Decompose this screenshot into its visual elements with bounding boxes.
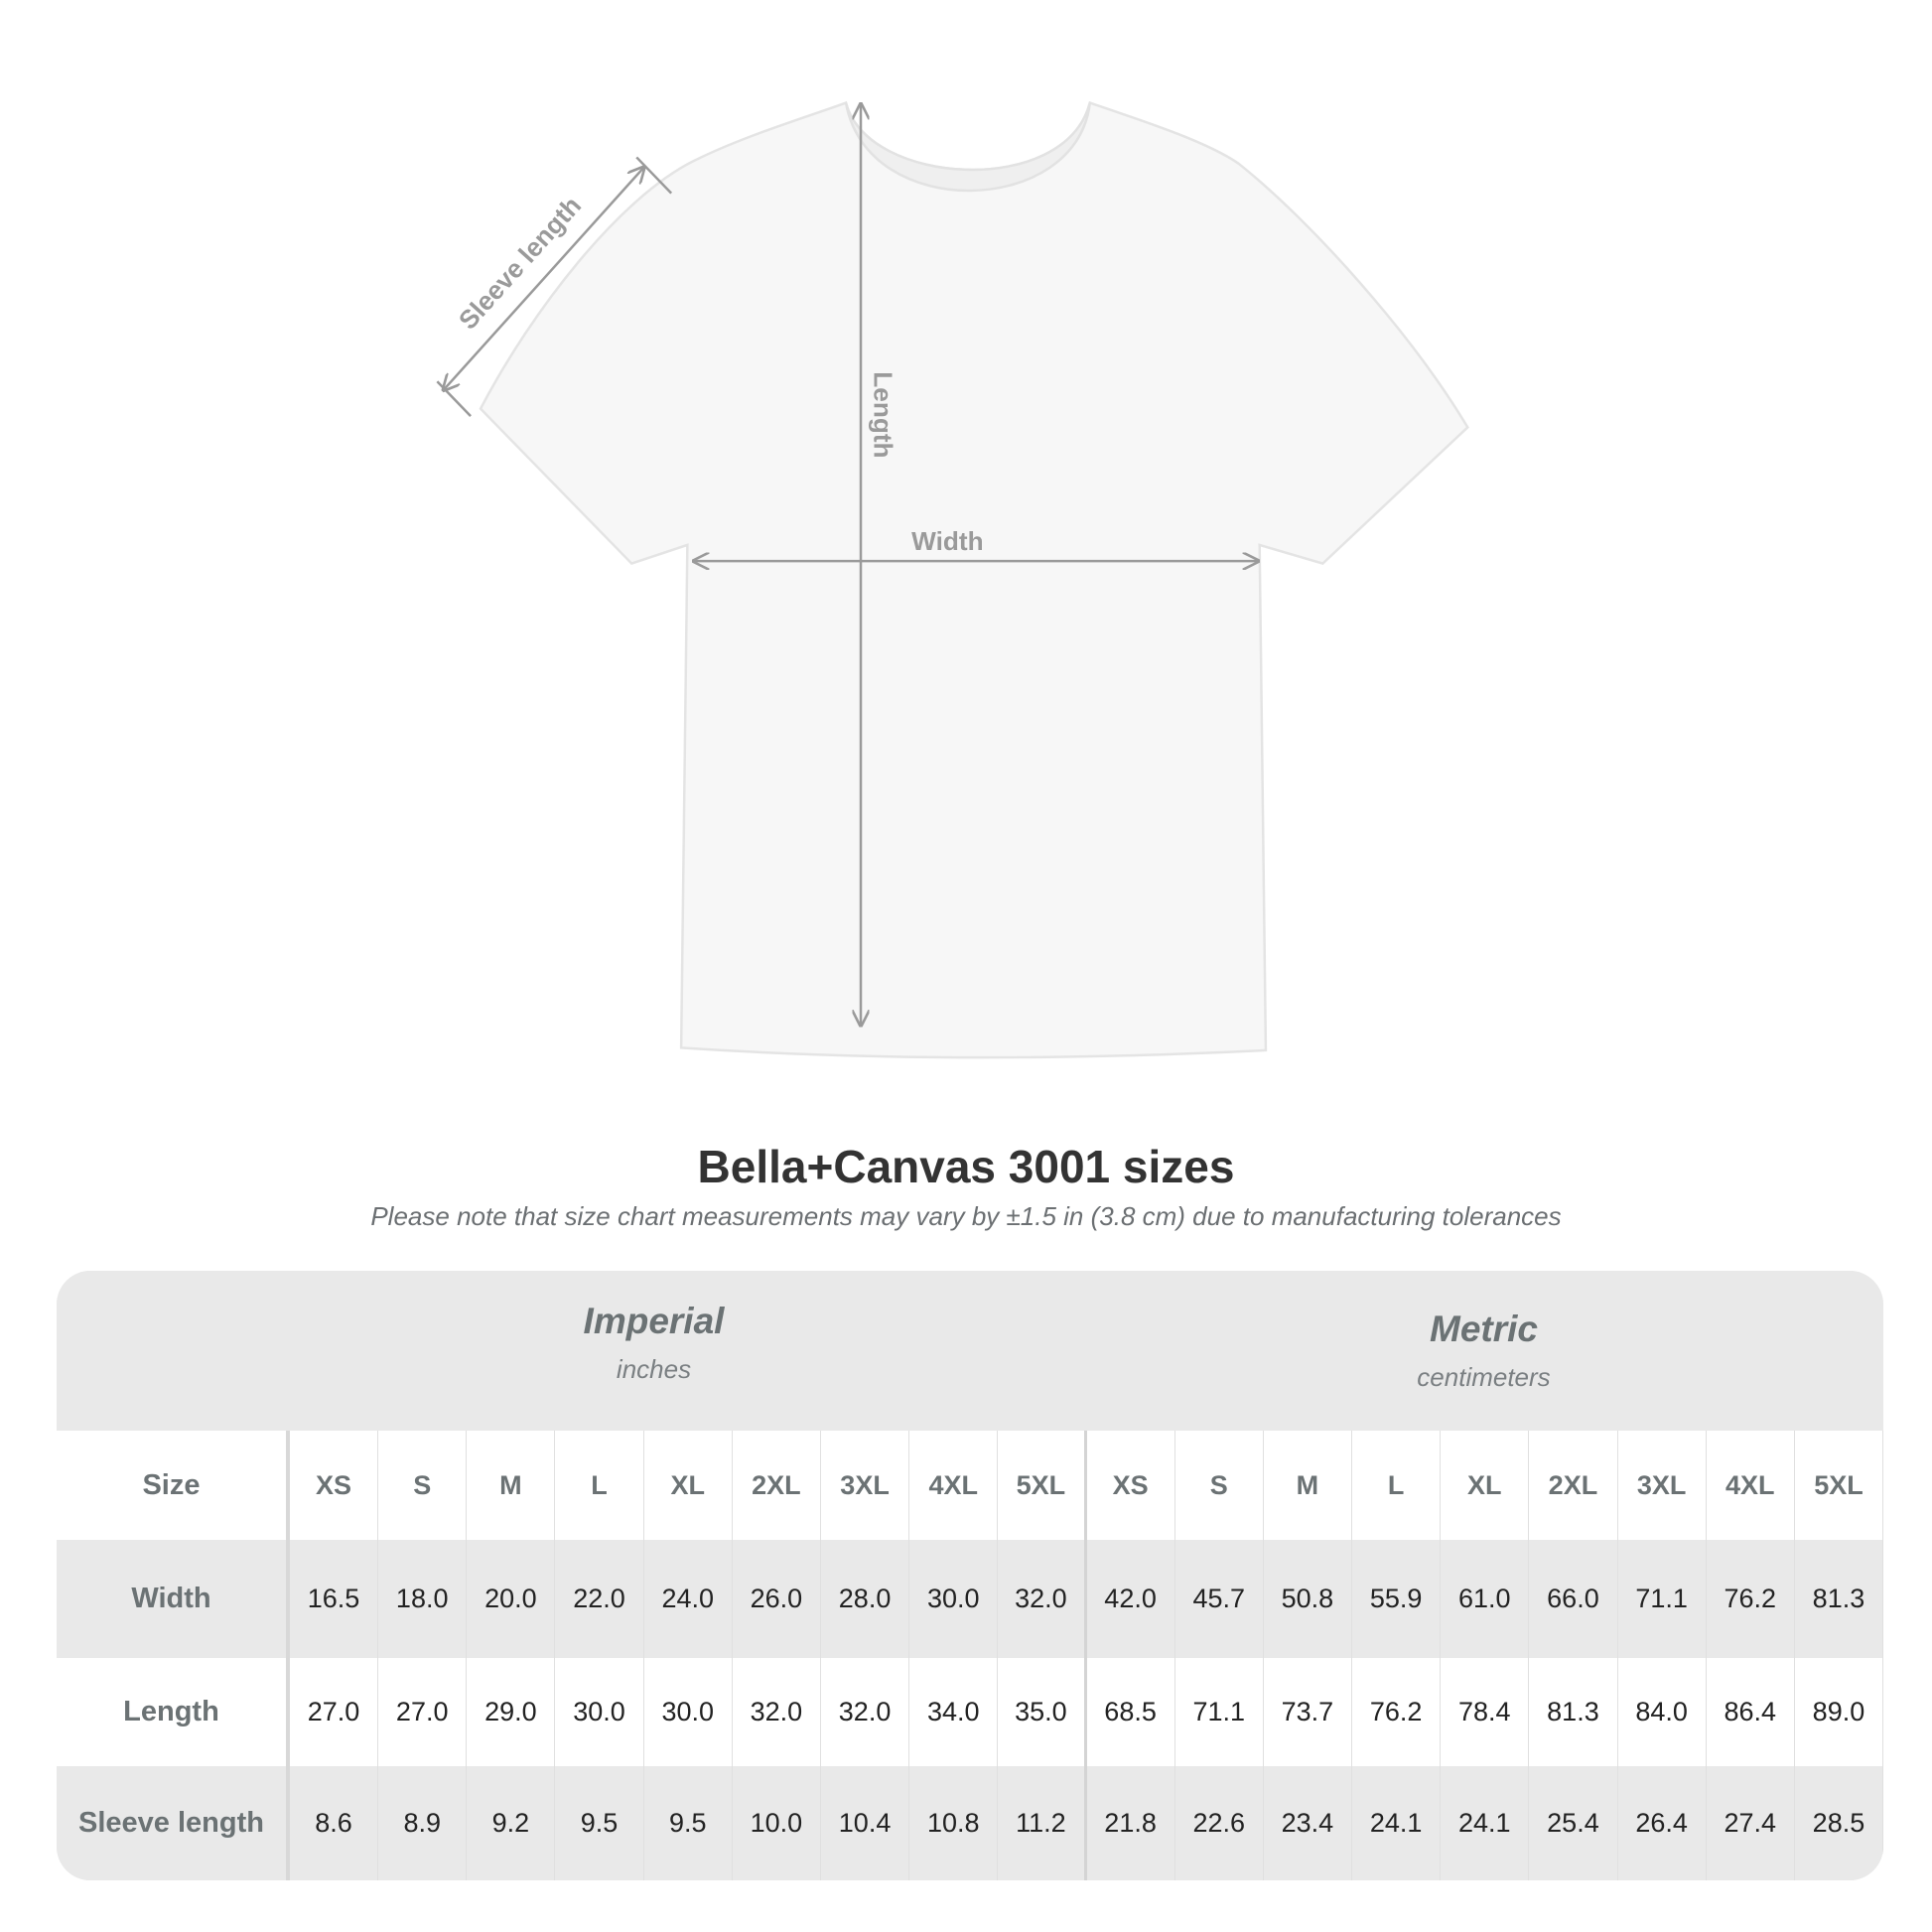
group-unit: inches <box>616 1354 692 1384</box>
size-header-cell: XL <box>644 1431 733 1540</box>
size-chart-title: Bella+Canvas 3001 sizes <box>697 1141 1235 1192</box>
row-label: Length <box>57 1658 290 1766</box>
table-cell: 55.9 <box>1352 1540 1442 1658</box>
row-label: Sleeve length <box>57 1766 290 1880</box>
table-cell: 42.0 <box>1087 1540 1175 1658</box>
size-header-cell: M <box>467 1431 556 1540</box>
size-header-cell: 5XL <box>998 1431 1087 1540</box>
row-label: Size <box>57 1431 290 1540</box>
group-unit: centimeters <box>1417 1362 1551 1392</box>
table-cell: 30.0 <box>909 1540 999 1658</box>
group-name: Metric <box>1430 1309 1538 1349</box>
table-cell: 10.0 <box>733 1766 821 1880</box>
table-cell: 10.8 <box>909 1766 999 1880</box>
size-header-cell: S <box>378 1431 468 1540</box>
table-cell: 22.0 <box>555 1540 644 1658</box>
table-cell: 29.0 <box>467 1658 556 1766</box>
table-header-band: Imperial inches Metric centimeters <box>57 1271 1883 1431</box>
row-label: Width <box>57 1540 290 1658</box>
table-cell: 9.5 <box>644 1766 733 1880</box>
size-header-cell: 3XL <box>1618 1431 1707 1540</box>
table-cell: 66.0 <box>1529 1540 1618 1658</box>
size-header-cell: 4XL <box>1707 1431 1795 1540</box>
table-cell: 76.2 <box>1707 1540 1795 1658</box>
table-cell: 18.0 <box>378 1540 468 1658</box>
table-cell: 30.0 <box>555 1658 644 1766</box>
table-cell: 21.8 <box>1087 1766 1175 1880</box>
size-header-cell: M <box>1264 1431 1353 1540</box>
tshirt-diagram: Sleeve length Length Width <box>436 100 1469 1059</box>
table-cell: 8.6 <box>290 1766 379 1880</box>
length-label: Length <box>869 371 898 458</box>
size-header-cell: XS <box>1087 1431 1175 1540</box>
table-cell: 24.0 <box>644 1540 733 1658</box>
table-cell: 81.3 <box>1529 1658 1618 1766</box>
table-cell: 9.5 <box>555 1766 644 1880</box>
table-cell: 71.1 <box>1618 1540 1707 1658</box>
table-cell: 8.9 <box>378 1766 468 1880</box>
group-imperial: Imperial inches <box>255 1301 1052 1385</box>
table-cell: 89.0 <box>1795 1658 1883 1766</box>
size-header-cell: 5XL <box>1795 1431 1883 1540</box>
size-header-cell: L <box>1352 1431 1442 1540</box>
size-header-cell: L <box>555 1431 644 1540</box>
size-header-cell: 3XL <box>821 1431 910 1540</box>
table-cell: 61.0 <box>1441 1540 1530 1658</box>
table-cell: 86.4 <box>1707 1658 1795 1766</box>
table-cell: 32.0 <box>821 1658 910 1766</box>
table-cell: 28.0 <box>821 1540 910 1658</box>
table-cell: 25.4 <box>1529 1766 1618 1880</box>
table-cell: 32.0 <box>998 1540 1087 1658</box>
table-cell: 71.1 <box>1175 1658 1264 1766</box>
table-cell: 84.0 <box>1618 1658 1707 1766</box>
collar <box>844 102 1092 193</box>
table-row: Width 16.5 18.0 20.0 22.0 24.0 26.0 28.0 30.0 32… <box>57 1540 1883 1658</box>
table-cell: 30.0 <box>644 1658 733 1766</box>
table-cell: 34.0 <box>909 1658 999 1766</box>
table-row-sizes: Size XS S M L XL 2XL 3XL 4XL 5XL XS S M L XL 2XL 3XL 4XL… <box>57 1431 1883 1540</box>
table-cell: 24.1 <box>1441 1766 1530 1880</box>
table-cell: 81.3 <box>1795 1540 1883 1658</box>
table-cell: 26.0 <box>733 1540 821 1658</box>
table-cell: 26.4 <box>1618 1766 1707 1880</box>
table-cell: 20.0 <box>467 1540 556 1658</box>
tolerance-note: Please note that size chart measurements… <box>370 1201 1562 1231</box>
size-header-cell: XS <box>290 1431 379 1540</box>
table-cell: 68.5 <box>1087 1658 1175 1766</box>
size-header-cell: XL <box>1441 1431 1530 1540</box>
table-cell: 28.5 <box>1795 1766 1883 1880</box>
table-cell: 45.7 <box>1175 1540 1264 1658</box>
table-cell: 27.0 <box>290 1658 379 1766</box>
table-cell: 78.4 <box>1441 1658 1530 1766</box>
table-cell: 11.2 <box>998 1766 1087 1880</box>
table-cell: 9.2 <box>467 1766 556 1880</box>
table-cell: 10.4 <box>821 1766 910 1880</box>
width-label: Width <box>911 526 983 556</box>
size-header-cell: 2XL <box>1529 1431 1618 1540</box>
table-cell: 76.2 <box>1352 1658 1442 1766</box>
table-cell: 24.1 <box>1352 1766 1442 1880</box>
size-table: Imperial inches Metric centimeters Size … <box>57 1271 1883 1880</box>
table-cell: 23.4 <box>1264 1766 1353 1880</box>
table-row: Length 27.0 27.0 29.0 30.0 30.0 32.0 32.0 34.0 3… <box>57 1658 1883 1766</box>
table-cell: 32.0 <box>733 1658 821 1766</box>
size-header-cell: S <box>1175 1431 1264 1540</box>
table-cell: 27.0 <box>378 1658 468 1766</box>
tshirt-shape <box>479 100 1469 1059</box>
table-cell: 35.0 <box>998 1658 1087 1766</box>
table-cell: 50.8 <box>1264 1540 1353 1658</box>
group-name: Imperial <box>583 1301 725 1341</box>
table-row: Sleeve length 8.6 8.9 9.2 9.5 9.5 10.0 10.4 10.… <box>57 1766 1883 1880</box>
table-cell: 27.4 <box>1707 1766 1795 1880</box>
size-header-cell: 4XL <box>909 1431 999 1540</box>
sleeve-arrow <box>444 167 644 390</box>
table-cell: 22.6 <box>1175 1766 1264 1880</box>
group-metric: Metric centimeters <box>1085 1309 1882 1393</box>
size-header-cell: 2XL <box>733 1431 821 1540</box>
table-cell: 73.7 <box>1264 1658 1353 1766</box>
table-cell: 16.5 <box>290 1540 379 1658</box>
